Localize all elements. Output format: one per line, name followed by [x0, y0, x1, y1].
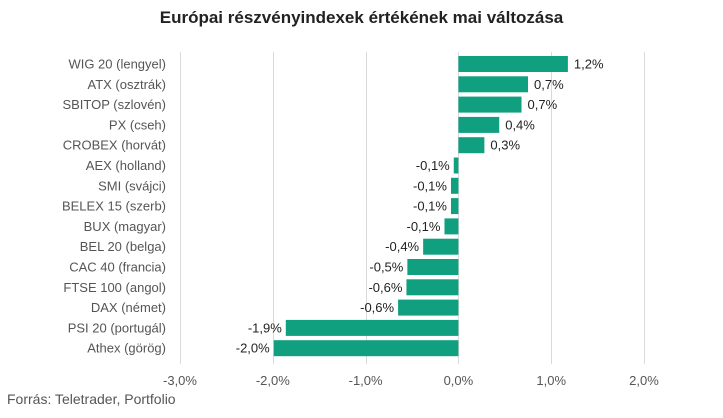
bar — [406, 279, 459, 296]
value-label: -0,6% — [360, 300, 394, 315]
value-label: 0,7% — [528, 97, 558, 112]
bar — [285, 319, 459, 336]
category-label: Athex (görög) — [87, 341, 166, 356]
category-label: BUX (magyar) — [84, 219, 166, 234]
category-label: SBITOP (szlovén) — [62, 97, 166, 112]
category-label: ATX (osztrák) — [88, 77, 167, 92]
value-label: 1,2% — [574, 57, 604, 72]
gridlines — [180, 52, 645, 364]
x-tick-label: -1,0% — [349, 373, 383, 388]
bar — [423, 238, 459, 255]
value-label: -0,6% — [368, 280, 402, 295]
bar — [273, 340, 459, 357]
bar — [407, 259, 459, 275]
x-tick-label: -3,0% — [163, 373, 197, 388]
x-tick-label: 2,0% — [629, 373, 659, 388]
category-label: CROBEX (horvát) — [63, 138, 166, 153]
value-label: -0,4% — [385, 239, 419, 254]
category-label: BEL 20 (belga) — [80, 239, 166, 254]
bar — [458, 96, 522, 113]
bar — [458, 56, 568, 72]
category-label: PX (cseh) — [109, 117, 166, 132]
category-label: FTSE 100 (angol) — [63, 280, 166, 295]
category-label: BELEX 15 (szerb) — [62, 199, 166, 214]
x-tick-label: 1,0% — [536, 373, 566, 388]
bar — [453, 157, 459, 174]
category-labels: WIG 20 (lengyel) ATX (osztrák) SBITOP (szl… — [62, 57, 166, 356]
value-label: 0,3% — [490, 138, 520, 153]
value-label: -1,9% — [248, 320, 282, 335]
bar — [458, 76, 528, 93]
bars — [273, 56, 568, 357]
value-label: -0,1% — [413, 199, 447, 214]
bar — [450, 198, 459, 215]
value-label: -2,0% — [236, 341, 270, 356]
value-label: -0,1% — [416, 158, 450, 173]
value-labels: 1,2% 0,7% 0,7% 0,4% 0,3% -0,1% -0,1% -0,1% -0,1%… — [236, 57, 604, 356]
source-note: Forrás: Teletrader, Portfolio — [7, 391, 176, 407]
category-label: CAC 40 (francia) — [69, 260, 166, 275]
bar — [458, 137, 485, 154]
bar — [444, 218, 459, 235]
x-tick-label: 0,0% — [444, 373, 474, 388]
category-label: PSI 20 (portugál) — [68, 320, 166, 335]
bar — [398, 299, 459, 316]
x-tick-label: -2,0% — [256, 373, 290, 388]
value-label: -0,1% — [407, 219, 441, 234]
category-label: AEX (holland) — [86, 158, 166, 173]
category-label: WIG 20 (lengyel) — [68, 57, 166, 72]
category-label: SMI (svájci) — [98, 178, 166, 193]
chart-title: Európai részvényindexek értékének mai vá… — [159, 8, 564, 27]
category-label: DAX (német) — [91, 300, 166, 315]
value-label: -0,5% — [369, 260, 403, 275]
bar — [450, 177, 459, 194]
bar — [458, 116, 500, 133]
value-label: -0,1% — [413, 178, 447, 193]
value-label: 0,4% — [505, 117, 535, 132]
x-axis-tick-labels: -3,0% -2,0% -1,0% 0,0% 1,0% 2,0% — [163, 373, 659, 388]
value-label: 0,7% — [534, 77, 564, 92]
